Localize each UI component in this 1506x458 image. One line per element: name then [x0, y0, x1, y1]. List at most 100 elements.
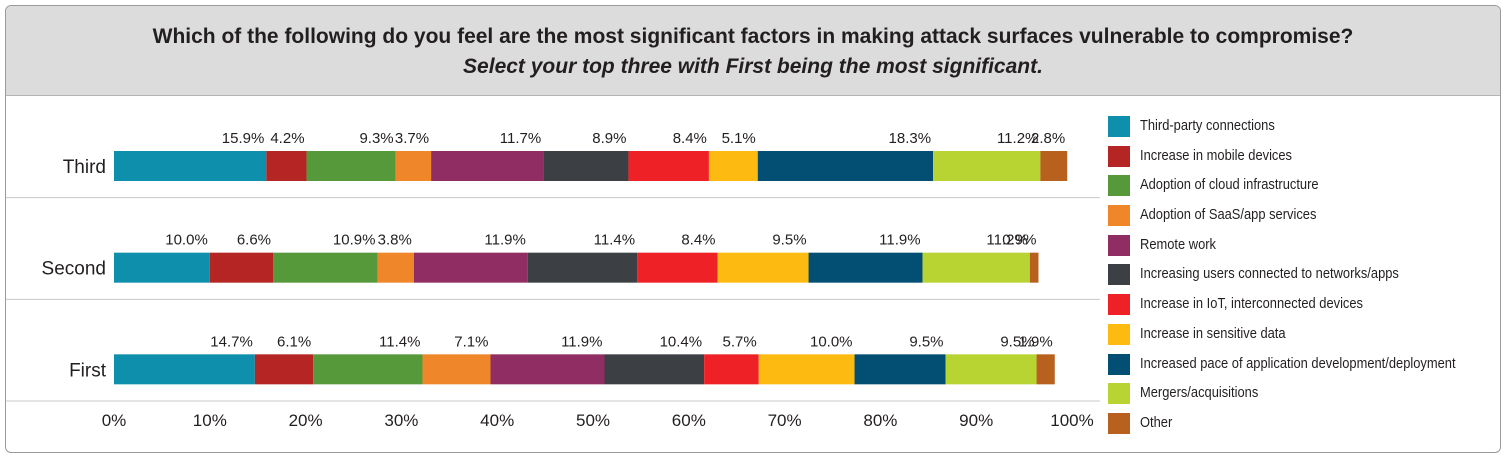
legend-swatch: [1108, 175, 1130, 197]
bar-segment: [757, 151, 934, 181]
data-label: 10.9%: [333, 232, 376, 249]
bar-segment: [413, 252, 528, 283]
data-label: 11.9%: [484, 232, 525, 249]
legend-swatch: [1108, 294, 1130, 316]
bar-segment: [114, 151, 267, 181]
legend-swatch: [1108, 323, 1130, 345]
bar-segment: [1029, 252, 1039, 283]
bar-segment: [933, 151, 1041, 181]
legend-label: Other: [1140, 413, 1173, 431]
data-label: 5.7%: [723, 333, 757, 350]
bar-segment: [490, 354, 605, 385]
data-label: 11.9%: [561, 333, 602, 350]
chart-frame: Which of the following do you feel are t…: [5, 5, 1501, 453]
bar-segment: [114, 252, 210, 283]
legend-item: Increase in mobile devices: [1108, 143, 1498, 173]
data-label: 9.5%: [909, 333, 943, 350]
x-tick-label: 60%: [672, 411, 706, 430]
legend-label: Adoption of SaaS/app services: [1140, 206, 1317, 224]
legend-swatch: [1108, 412, 1130, 434]
legend-swatch: [1108, 145, 1130, 167]
data-label: 8.9%: [592, 130, 626, 147]
chart-title: Which of the following do you feel are t…: [152, 25, 1354, 48]
chart-header: Which of the following do you feel are t…: [6, 6, 1500, 96]
legend-item: Mergers/acquisitions: [1108, 380, 1498, 410]
bar-segment: [377, 252, 414, 283]
data-label: 6.6%: [237, 232, 271, 249]
legend-item: Other: [1108, 410, 1498, 440]
data-label: 14.7%: [210, 333, 253, 350]
legend-swatch: [1108, 383, 1130, 405]
chart-subtitle: Select your top three with First being t…: [463, 55, 1043, 78]
data-label: 10.4%: [660, 333, 703, 350]
legend-swatch: [1108, 116, 1130, 137]
bar-segment: [922, 252, 1030, 283]
data-label: 3.8%: [378, 232, 412, 249]
bar-segment: [422, 354, 491, 385]
data-label: 11.2%: [997, 130, 1038, 147]
x-tick-label: 20%: [289, 411, 323, 430]
data-label: 1.9%: [1019, 333, 1053, 350]
legend-swatch: [1108, 205, 1130, 227]
legend-label: Increase in mobile devices: [1140, 146, 1293, 164]
data-label: 5.1%: [722, 130, 756, 147]
data-label: 6.1%: [277, 333, 311, 350]
bar-segment: [637, 252, 718, 283]
bar-segment: [945, 354, 1037, 385]
bar-segment: [273, 252, 378, 283]
legend-item: Increased pace of application developmen…: [1108, 351, 1498, 381]
legend-swatch: [1108, 353, 1130, 375]
data-label: 18.3%: [889, 130, 932, 147]
category-label: Third: [63, 157, 106, 178]
legend-label: Increased pace of application developmen…: [1140, 354, 1456, 372]
legend-item: Increase in sensitive data: [1108, 321, 1498, 351]
bar-segment: [209, 252, 274, 283]
bar-segment: [708, 151, 758, 181]
data-label: 3.7%: [395, 130, 429, 147]
bar-segment: [604, 354, 705, 385]
data-label: 11.4%: [594, 232, 635, 249]
data-label: 9.3%: [359, 130, 393, 147]
data-label: 9.5%: [1000, 333, 1034, 350]
legend-swatch: [1108, 234, 1130, 256]
legend-item: Increase in IoT, interconnected devices: [1108, 291, 1498, 321]
legend-item: Third-party connections: [1108, 113, 1498, 143]
legend-item: Adoption of cloud infrastructure: [1108, 172, 1498, 202]
x-tick-label: 90%: [959, 411, 993, 430]
legend-item: Increasing users connected to networks/a…: [1108, 261, 1498, 291]
x-tick-label: 10%: [193, 411, 227, 430]
bar-segment: [808, 252, 923, 283]
x-tick-label: 40%: [480, 411, 514, 430]
bar-segment: [1040, 151, 1068, 181]
data-label: 11.9%: [879, 232, 920, 249]
bar-segment: [114, 354, 255, 385]
bar-segment: [1036, 354, 1055, 385]
legend-item: Adoption of SaaS/app services: [1108, 202, 1498, 232]
bar-segment: [395, 151, 432, 181]
legend-item: Remote work: [1108, 232, 1498, 262]
legend-label: Increase in IoT, interconnected devices: [1140, 295, 1364, 313]
chart-legend: Third-party connections Increase in mobil…: [1108, 113, 1498, 440]
data-label: 8.4%: [681, 232, 715, 249]
bar-segment: [758, 354, 855, 385]
data-label: 4.2%: [270, 130, 304, 147]
data-label: 10.0%: [810, 333, 853, 350]
legend-label: Remote work: [1140, 235, 1216, 253]
data-label: 0.9%: [1002, 232, 1036, 249]
x-tick-label: 0%: [102, 411, 127, 430]
data-label: 9.5%: [772, 232, 806, 249]
x-tick-label: 100%: [1050, 411, 1093, 430]
data-label: 11.4%: [379, 333, 420, 350]
bar-segment: [543, 151, 629, 181]
bar-segment: [266, 151, 307, 181]
data-label: 11.7%: [500, 130, 541, 147]
bar-segment: [431, 151, 544, 181]
x-tick-label: 70%: [768, 411, 802, 430]
data-label: 2.8%: [1031, 130, 1065, 147]
legend-label: Third-party connections: [1140, 117, 1275, 134]
data-label: 11.2%: [986, 232, 1027, 249]
legend-label: Increasing users connected to networks/a…: [1140, 265, 1399, 283]
data-label: 8.4%: [673, 130, 707, 147]
legend-swatch: [1108, 264, 1130, 286]
category-label: Second: [42, 259, 106, 280]
